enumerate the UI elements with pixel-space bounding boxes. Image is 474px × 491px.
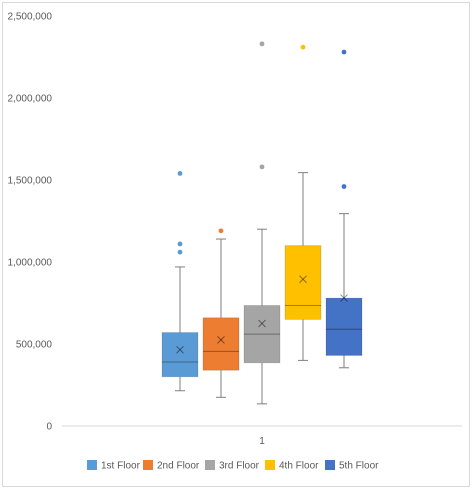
mean-marker <box>176 345 184 354</box>
box[interactable] <box>325 297 363 356</box>
legend-swatch <box>265 460 275 470</box>
legend: 1st Floor 2nd Floor 3rd Floor 4th Floor 5th … <box>87 460 379 472</box>
outlier-point <box>259 164 265 170</box>
box-series-group <box>161 41 363 405</box>
legend-label: 3rd Floor <box>219 461 260 472</box>
box[interactable] <box>284 245 322 320</box>
y-tick-label: 0 <box>46 422 52 433</box>
legend-label: 4th Floor <box>279 461 319 472</box>
chart-frame <box>2 2 470 487</box>
legend-swatch <box>205 460 215 470</box>
mean-marker <box>258 319 266 328</box>
outlier-point <box>177 241 183 247</box>
legend-swatch <box>325 460 335 470</box>
box-series-5 <box>325 49 363 369</box>
outlier-point <box>177 171 183 176</box>
y-tick-label: 1,500,000 <box>8 176 53 187</box>
mean-marker <box>299 275 307 284</box>
legend-entry-5: 5th Floor <box>325 460 379 472</box>
mean-marker <box>340 294 348 302</box>
outlier-point <box>259 41 265 47</box>
box[interactable] <box>202 317 240 371</box>
legend-label: 2nd Floor <box>157 461 200 472</box>
mean-marker <box>340 294 348 302</box>
mean-marker <box>217 336 225 344</box>
x-tick-label: 1 <box>259 436 265 447</box>
box-series-3 <box>243 41 281 405</box>
x-axis: 1 <box>62 425 462 447</box>
legend-entry-1: 1st Floor <box>87 460 141 472</box>
y-tick-label: 1,000,000 <box>8 258 53 269</box>
outlier-point <box>218 228 224 234</box>
mean-marker <box>176 345 184 354</box>
y-tick-label: 500,000 <box>16 340 53 351</box>
y-axis: 0 500,000 1,000,000 1,500,000 2,000,000 2,500… <box>8 12 53 433</box>
legend-swatch <box>143 460 153 470</box>
box-series-4 <box>284 44 322 361</box>
legend-label: 1st Floor <box>101 461 141 472</box>
legend-label: 5th Floor <box>339 461 379 472</box>
box-series-2 <box>202 228 240 398</box>
mean-marker <box>217 336 225 344</box>
outlier-point <box>341 49 347 55</box>
box[interactable] <box>243 305 281 364</box>
mean-marker <box>299 275 307 284</box>
outlier-point <box>300 44 306 50</box>
legend-entry-2: 2nd Floor <box>143 460 200 472</box>
y-tick-label: 2,000,000 <box>8 94 53 105</box>
legend-entry-3: 3rd Floor <box>205 460 260 472</box>
outlier-point <box>341 184 347 189</box>
y-tick-label: 2,500,000 <box>8 12 53 23</box>
mean-marker <box>258 319 266 328</box>
box[interactable] <box>161 332 199 378</box>
legend-swatch <box>87 460 97 470</box>
box-series-1 <box>161 171 199 392</box>
outlier-point <box>177 249 183 255</box>
legend-entry-4: 4th Floor <box>265 460 319 472</box>
